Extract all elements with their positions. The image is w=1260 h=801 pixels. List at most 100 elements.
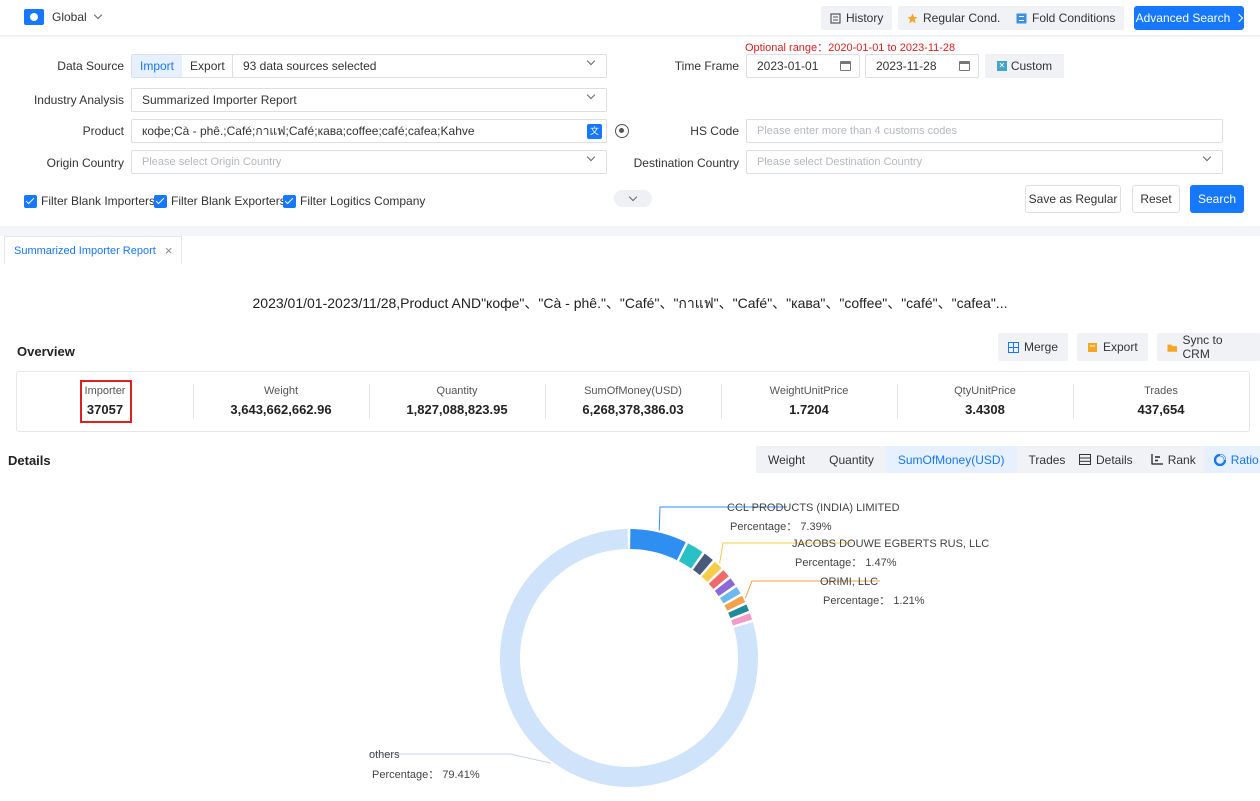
filter-logistics-label: Filter Logitics Company [300,194,426,208]
data-source-label: Data Source [57,59,124,73]
origin-country-placeholder: Please select Origin Country [142,156,282,168]
fold-conditions-label: Fold Conditions [1032,11,1116,25]
slice-label: others [369,749,400,761]
slice-label: CCL PRODUCTS (INDIA) LIMITED [727,502,900,514]
donut-slice[interactable] [724,595,746,611]
translate-icon[interactable]: 文 [587,124,602,139]
product-input[interactable]: кофе;Cà - phê.;Café;กาแฟ;Café;кава;coffe… [131,119,607,143]
stat-sum-of-money: SumOfMoney(USD) 6,268,378,386.03 [545,372,721,431]
stat-trades: Trades 437,654 [1073,372,1249,431]
chevron-down-icon [586,152,596,162]
date-to-input[interactable]: 2023-11-28 [865,54,979,78]
hs-code-placeholder: Please enter more than 4 customs codes [757,125,957,137]
donut-slice[interactable] [678,543,703,569]
filter-blank-exporters-checkbox[interactable]: Filter Blank Exporters [154,194,286,208]
view-details-label: Details [1096,452,1133,467]
fold-conditions-button[interactable]: Fold Conditions [1007,6,1125,30]
date-from-input[interactable]: 2023-01-01 [746,54,860,78]
hs-code-input[interactable]: Please enter more than 4 customs codes [746,119,1223,143]
region-selector[interactable]: Global [24,9,102,25]
origin-country-label: Origin Country [46,156,124,170]
close-icon[interactable]: × [164,243,173,258]
filter-logistics-checkbox[interactable]: Filter Logitics Company [283,194,425,208]
chevron-down-icon [628,192,638,201]
donut-slice[interactable] [714,578,736,597]
donut-slice[interactable] [720,586,741,604]
stat-importer: Importer 37057 [17,372,193,431]
stat-label: Importer [84,385,126,397]
metric-sum-of-money-tab[interactable]: SumOfMoney(USD) [885,446,1017,473]
table-icon [1079,454,1091,465]
stat-label: Weight [263,385,299,397]
stat-weight-unit-price: WeightUnitPrice 1.7204 [721,372,897,431]
image-search-icon[interactable] [615,124,629,138]
checkbox-checked-icon [24,194,37,208]
tab-label: Summarized Importer Report [14,244,156,257]
globe-icon [24,9,44,25]
stat-label: Quantity [436,385,478,397]
product-value: кофе;Cà - phê.;Café;กาแฟ;Café;кава;coffe… [142,123,475,138]
donut-slice[interactable] [701,561,722,583]
product-label: Product [82,124,124,138]
regular-cond-label: Regular Cond. [923,11,1001,25]
filter-blank-exporters-label: Filter Blank Exporters [171,194,286,208]
tab-summarized-importer-report[interactable]: Summarized Importer Report × [4,236,183,264]
custom-date-button[interactable]: ✕ Custom [985,54,1064,78]
chevron-down-icon [1202,152,1212,162]
view-details-tab[interactable]: Details [1070,446,1142,473]
data-sources-select[interactable]: 93 data sources selected [232,54,607,78]
industry-analysis-select[interactable]: Summarized Importer Report [131,88,607,112]
label-leader-line [370,753,551,764]
star-icon [907,13,918,23]
date-from-value: 2023-01-01 [757,59,819,73]
view-ratio-tab[interactable]: Ratio [1204,446,1260,473]
folder-icon [1167,344,1178,352]
expand-toggle[interactable] [614,190,652,207]
reset-button[interactable]: Reset [1132,185,1180,213]
chevron-down-icon [93,10,102,20]
view-rank-tab[interactable]: Rank [1142,446,1205,473]
ratio-donut-chart: CCL PRODUCTS (INDIA) LIMITED Percentage： … [369,502,989,787]
label-leader-line [719,542,852,564]
sync-crm-button[interactable]: Sync to CRM [1157,333,1260,361]
history-button[interactable]: History [821,6,893,30]
donut-slice[interactable] [708,570,729,589]
merge-label: Merge [1024,340,1059,354]
details-title: Details [8,453,51,468]
import-toggle[interactable]: Import [132,55,183,77]
search-button[interactable]: Search [1190,185,1244,213]
slice-percentage: Percentage： 1.47% [795,557,897,569]
export-label: Export [1103,340,1138,354]
export-button[interactable]: Export [1077,333,1148,361]
save-as-regular-button[interactable]: Save as Regular [1025,185,1121,213]
merge-icon [1008,341,1019,353]
slice-percentage: Percentage： 1.21% [823,595,925,607]
advanced-search-button[interactable]: Advanced Search [1134,6,1244,30]
donut-slice[interactable] [692,553,713,576]
export-icon [1088,342,1097,352]
divider [193,384,194,419]
stat-label: QtyUnitPrice [954,385,1016,397]
destination-country-select[interactable]: Please select Destination Country [746,150,1223,174]
origin-country-select[interactable]: Please select Origin Country [131,150,607,174]
donut-slice[interactable] [728,604,750,619]
advanced-search-label: Advanced Search [1135,11,1231,25]
metric-quantity-tab[interactable]: Quantity [829,452,874,467]
history-label: History [846,11,884,25]
overview-title: Overview [17,344,75,359]
donut-slice[interactable] [630,529,686,561]
industry-analysis-value: Summarized Importer Report [142,93,297,107]
donut-slice[interactable] [731,613,753,626]
export-toggle[interactable]: Export [190,59,225,73]
importer-highlight-box [80,380,132,423]
metric-weight-tab[interactable]: Weight [768,452,806,467]
fold-icon [1016,13,1027,23]
filter-blank-importers-checkbox[interactable]: Filter Blank Importers [24,194,155,208]
merge-button[interactable]: Merge [998,333,1069,361]
divider [545,384,546,419]
metric-trades-tab[interactable]: Trades [1028,452,1066,467]
industry-analysis-label: Industry Analysis [33,93,124,107]
regular-cond-button[interactable]: Regular Cond. [898,6,1010,30]
stat-value: 1.7204 [789,402,829,417]
filter-blank-importers-label: Filter Blank Importers [41,194,156,208]
